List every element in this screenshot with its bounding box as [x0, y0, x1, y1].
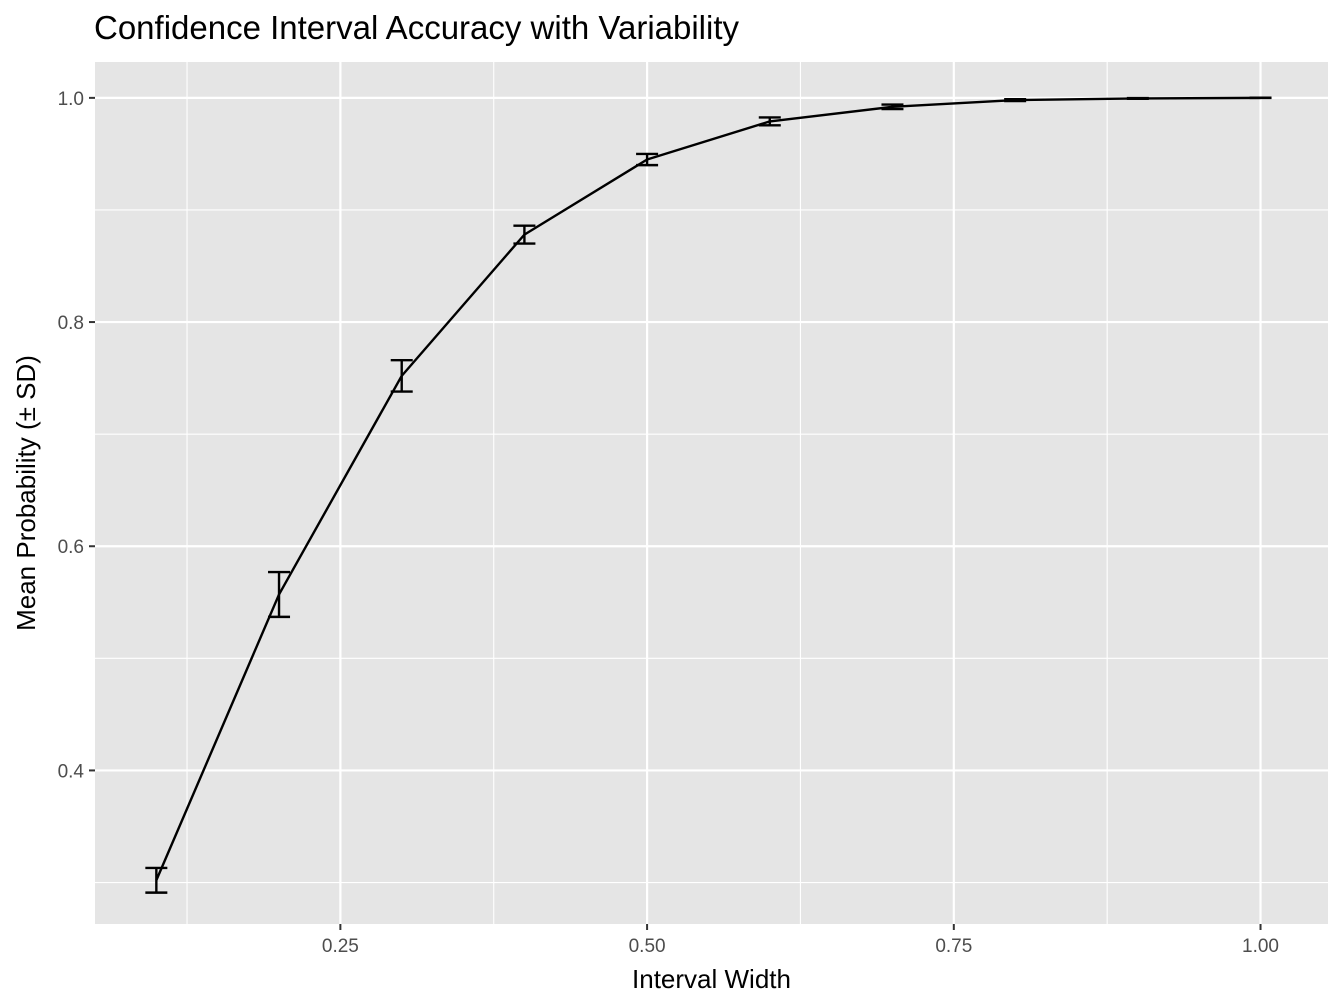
x-axis-title: Interval Width — [632, 964, 791, 994]
x-tick-label: 1.00 — [1242, 936, 1279, 957]
y-tick-label: 1.0 — [58, 89, 84, 110]
minor-gridlines — [95, 62, 1328, 924]
error-bar — [758, 116, 781, 127]
x-axis: 0.25 0.50 0.75 1.00 — [322, 924, 1279, 957]
error-bar — [145, 866, 168, 894]
error-bar — [390, 358, 413, 393]
error-bar — [1126, 96, 1149, 100]
plot-panel — [95, 62, 1328, 924]
error-bar — [268, 570, 291, 619]
series-line — [155, 96, 1261, 881]
y-axis-title: Mean Probability (± SD) — [11, 355, 41, 631]
x-tick-label: 0.50 — [629, 936, 666, 957]
major-gridlines — [95, 62, 1328, 924]
error-bar — [636, 152, 659, 167]
error-bar — [881, 103, 904, 111]
series-layer — [145, 96, 1272, 894]
error-bar — [513, 224, 536, 245]
chart-title: Confidence Interval Accuracy with Variab… — [94, 9, 740, 46]
x-tick-label: 0.25 — [322, 936, 359, 957]
y-tick-label: 0.6 — [58, 537, 84, 558]
x-tick-label: 0.75 — [935, 936, 972, 957]
y-tick-label: 0.4 — [58, 761, 85, 782]
y-axis: 0.4 0.6 0.8 1.0 — [58, 89, 95, 782]
y-tick-label: 0.8 — [58, 313, 84, 334]
error-bar — [1004, 98, 1027, 103]
